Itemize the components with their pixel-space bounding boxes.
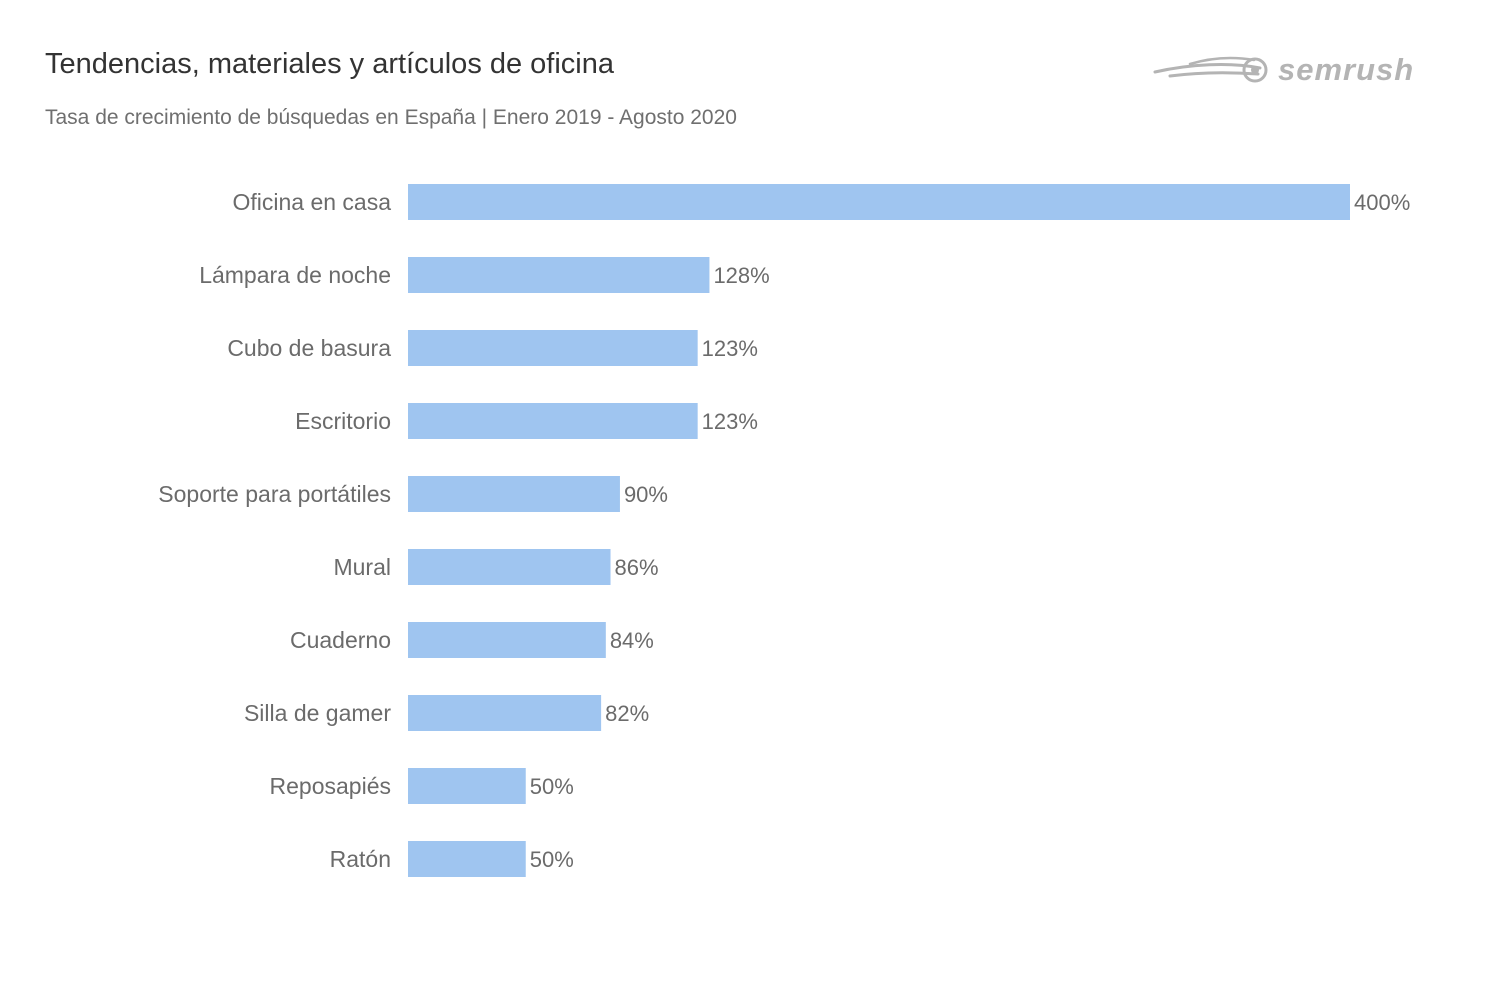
category-label: Oficina en casa (232, 189, 391, 215)
bar-6 (408, 622, 606, 658)
semrush-logo-icon (1153, 56, 1268, 83)
category-label: Soporte para portátiles (158, 481, 391, 507)
category-label: Mural (333, 554, 391, 580)
category-label: Lámpara de noche (199, 262, 391, 288)
bar-7 (408, 695, 602, 731)
value-label: 123% (702, 336, 758, 361)
category-label: Silla de gamer (244, 700, 391, 726)
value-label: 82% (605, 701, 649, 726)
category-label: Cuaderno (290, 627, 391, 653)
bar-8 (408, 768, 526, 804)
category-label: Cubo de basura (227, 335, 391, 361)
category-label: Ratón (330, 846, 391, 872)
value-label: 50% (530, 774, 574, 799)
semrush-wordmark: semrush (1278, 52, 1415, 87)
bar-1 (408, 257, 710, 293)
value-label: 400% (1354, 190, 1410, 215)
category-label: Reposapiés (270, 773, 391, 799)
bar-3 (408, 403, 698, 439)
chart-title: Tendencias, materiales y artículos de of… (45, 48, 615, 80)
bar-9 (408, 841, 526, 877)
value-label: 128% (713, 263, 769, 288)
value-label: 123% (702, 409, 758, 434)
bar-5 (408, 549, 611, 585)
bar-4 (408, 476, 620, 512)
chart-subtitle: Tasa de crecimiento de búsquedas en Espa… (45, 106, 737, 129)
category-label: Escritorio (295, 408, 391, 434)
value-label: 84% (610, 628, 654, 653)
bar-0 (408, 184, 1350, 220)
bar-2 (408, 330, 698, 366)
value-label: 86% (615, 555, 659, 580)
value-label: 90% (624, 482, 668, 507)
value-label: 50% (530, 847, 574, 872)
